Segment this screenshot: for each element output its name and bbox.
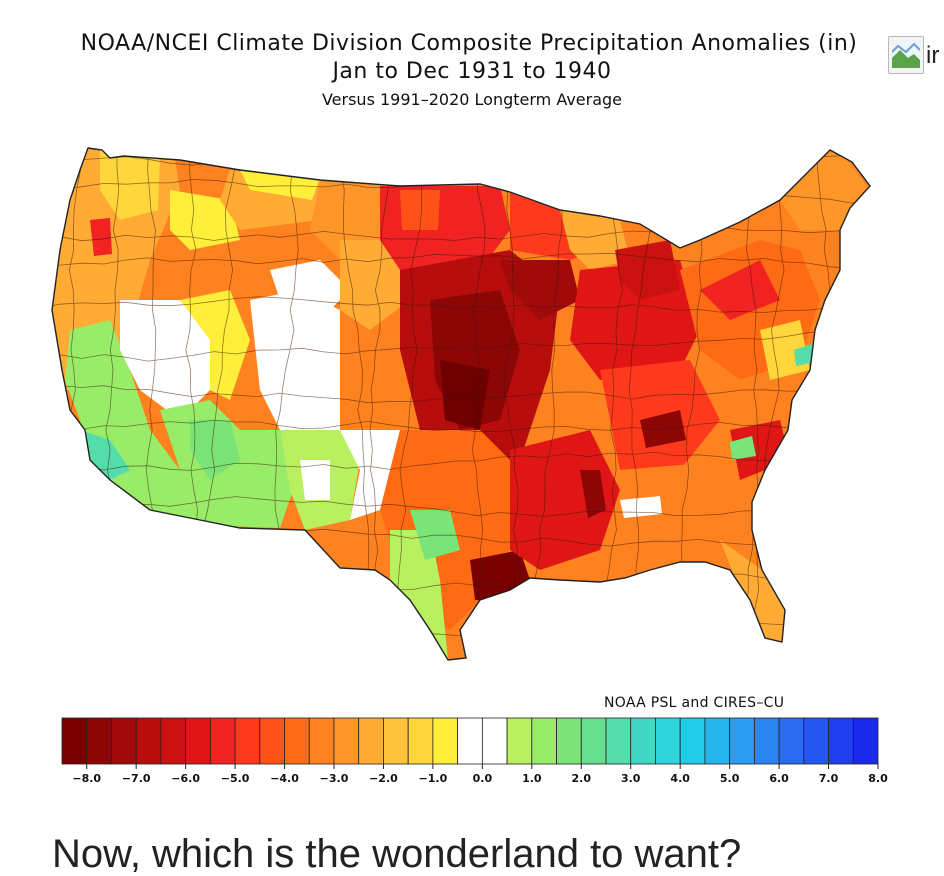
legend-box xyxy=(160,717,187,765)
division-line xyxy=(747,148,785,660)
legend-tick-label: −2.0 xyxy=(369,772,398,785)
legend-tick-label: 7.0 xyxy=(819,772,839,785)
title-main: NOAA/NCEI Climate Division Composite Pre… xyxy=(80,31,858,56)
legend-box xyxy=(358,717,384,765)
legend-box xyxy=(803,717,829,765)
map-fill-layer xyxy=(52,148,870,660)
region-sc-upstate xyxy=(730,436,756,460)
legend-tick-label: −3.0 xyxy=(320,772,349,785)
division-line xyxy=(52,296,870,313)
legend-box xyxy=(407,717,434,765)
region-nw-interior xyxy=(170,190,240,250)
legend-box xyxy=(828,717,854,765)
legend-box xyxy=(679,717,706,765)
legend-box xyxy=(308,717,335,765)
division-line xyxy=(52,328,870,362)
legend-tick-label: −1.0 xyxy=(419,772,448,785)
region-utah xyxy=(180,290,250,400)
legend-box xyxy=(135,717,162,765)
division-line xyxy=(52,419,870,441)
legend-tick-label: −8.0 xyxy=(72,772,101,785)
legend-tick-label: 5.0 xyxy=(720,772,740,785)
legend-box xyxy=(333,717,360,765)
title-baseline: Versus 1991–2020 Longterm Average xyxy=(321,90,623,109)
region-wyoming-south xyxy=(270,260,350,310)
legend-box xyxy=(506,717,533,765)
us-precip-anomaly-map xyxy=(51,147,871,661)
legend-box xyxy=(580,717,607,765)
legend-tick-labels: −8.0 −7.0 −6.0 −5.0 −4.0 −3.0 −2.0 −1.0 0.0 1.0 2.… xyxy=(72,764,888,785)
legend-tick-label: 3.0 xyxy=(621,772,641,785)
legend-tick-label: 1.0 xyxy=(522,772,542,785)
division-line xyxy=(739,148,759,660)
legend-box xyxy=(655,717,681,765)
region-florida xyxy=(720,540,785,642)
division-line xyxy=(52,223,870,242)
legend-box xyxy=(86,717,112,765)
legend-box xyxy=(704,717,731,765)
legend-box xyxy=(259,717,285,765)
division-line xyxy=(52,252,870,273)
region-michigan xyxy=(615,240,680,300)
legend-tick-label: −5.0 xyxy=(221,772,250,785)
region-mississippi xyxy=(580,470,606,518)
region-arkansas-louisiana xyxy=(510,430,620,570)
region-new-england xyxy=(780,150,870,230)
legend-box xyxy=(457,717,483,765)
region-willamette xyxy=(90,218,112,256)
legend-tick-label: −4.0 xyxy=(270,772,299,785)
region-california xyxy=(65,320,200,525)
broken-image: ir xyxy=(888,36,944,76)
legend-tick-label: 0.0 xyxy=(473,772,493,785)
title-period: Jan to Dec 1931 to 1940 xyxy=(332,59,612,84)
legend-box xyxy=(556,717,582,765)
broken-image-icon xyxy=(888,36,924,74)
legend-box xyxy=(111,717,137,765)
region-cascades xyxy=(100,150,160,220)
broken-image-alt: ir xyxy=(926,42,940,69)
legend-box xyxy=(383,717,409,765)
legend-box xyxy=(729,717,755,765)
legend-box xyxy=(209,717,236,765)
credit-label: NOAA PSL and CIRES–CU xyxy=(604,695,785,711)
chart-title: NOAA/NCEI Climate Division Composite Pre… xyxy=(0,30,944,112)
region-wisconsin-north xyxy=(560,210,630,270)
region-wyoming-east xyxy=(340,240,410,330)
legend-box xyxy=(605,717,632,765)
region-nd-west xyxy=(400,190,440,230)
region-pennsylvania xyxy=(700,260,780,320)
legend-box xyxy=(185,717,211,765)
legend-tick-label: −6.0 xyxy=(171,772,200,785)
legend-tick-label: −7.0 xyxy=(122,772,151,785)
legend-box xyxy=(284,717,310,765)
legend-box xyxy=(432,717,459,765)
division-line xyxy=(394,148,426,660)
legend-box xyxy=(531,717,557,765)
legend-box xyxy=(778,717,805,765)
legend-box xyxy=(481,717,508,765)
legend-box xyxy=(753,717,780,765)
division-line xyxy=(469,148,486,660)
legend-tick-label: 8.0 xyxy=(868,772,888,785)
legend-box xyxy=(234,717,261,765)
color-legend: −8.0 −7.0 −6.0 −5.0 −4.0 −3.0 −2.0 −1.0 0.0 1.0 2.… xyxy=(61,717,888,785)
region-nm-east xyxy=(300,460,330,500)
division-line xyxy=(52,385,870,404)
page-question-text: Now, which is the wonderland to want? xyxy=(52,832,742,876)
legend-box xyxy=(630,717,656,765)
legend-box xyxy=(61,717,88,765)
legend-color-boxes xyxy=(61,717,879,765)
division-line xyxy=(596,148,624,660)
legend-box xyxy=(852,717,879,765)
division-line xyxy=(502,148,519,660)
region-great-basin xyxy=(120,300,210,420)
legend-tick-label: 6.0 xyxy=(769,772,789,785)
legend-tick-label: 4.0 xyxy=(670,772,690,785)
division-line xyxy=(52,451,870,471)
region-south-texas xyxy=(390,530,448,660)
region-iowa-minnesota xyxy=(500,260,580,320)
division-line xyxy=(52,657,870,660)
region-colorado xyxy=(250,290,340,430)
legend-tick-label: 2.0 xyxy=(572,772,592,785)
